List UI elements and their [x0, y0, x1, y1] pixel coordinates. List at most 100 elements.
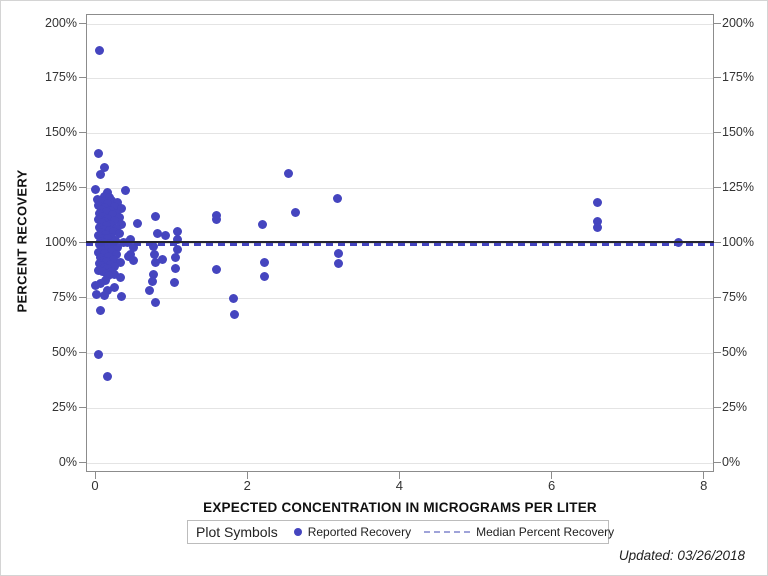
data-point[interactable] — [98, 211, 108, 221]
legend-title: Plot Symbols — [196, 524, 278, 540]
data-point[interactable] — [149, 269, 159, 279]
data-point[interactable] — [94, 349, 104, 359]
y-gridline — [87, 23, 713, 25]
data-point[interactable] — [169, 278, 179, 288]
data-point[interactable] — [260, 257, 270, 267]
data-point[interactable] — [101, 207, 111, 217]
y-tick-label-left: 150% — [45, 125, 77, 140]
data-point[interactable] — [592, 222, 602, 232]
data-point[interactable] — [260, 271, 270, 281]
data-point[interactable] — [109, 282, 119, 292]
data-point[interactable] — [133, 219, 143, 229]
data-point[interactable] — [117, 204, 127, 214]
data-point[interactable] — [101, 276, 111, 286]
data-point[interactable] — [151, 298, 161, 308]
y-tick-right — [714, 22, 721, 24]
data-point[interactable] — [98, 197, 108, 207]
y-tick-label-right: 25% — [722, 399, 748, 414]
data-point[interactable] — [128, 255, 138, 265]
data-point[interactable] — [148, 276, 158, 286]
data-point[interactable] — [283, 169, 293, 179]
data-point[interactable] — [92, 194, 102, 204]
data-point[interactable] — [212, 210, 222, 220]
legend: Plot Symbols Reported Recovery Median Pe… — [187, 520, 614, 544]
data-point[interactable] — [95, 45, 105, 55]
data-point[interactable] — [257, 220, 267, 230]
data-point[interactable] — [92, 289, 102, 299]
x-tick-label: 0 — [91, 478, 99, 493]
data-point[interactable] — [158, 254, 168, 264]
data-point[interactable] — [108, 254, 118, 264]
data-point[interactable] — [152, 228, 162, 238]
scatter-marker-icon — [293, 528, 302, 536]
data-point[interactable] — [94, 149, 104, 159]
data-point[interactable] — [91, 184, 101, 194]
data-point[interactable] — [129, 243, 139, 253]
data-point[interactable] — [171, 264, 181, 274]
data-point[interactable] — [106, 219, 116, 229]
y-tick-left — [79, 132, 86, 134]
data-point[interactable] — [111, 250, 121, 260]
data-point[interactable] — [229, 293, 238, 303]
data-point[interactable] — [109, 270, 119, 280]
median-recovery-dashed-line — [86, 243, 714, 247]
data-point[interactable] — [115, 257, 125, 267]
data-point[interactable] — [151, 258, 161, 268]
data-point[interactable] — [104, 271, 114, 281]
data-point[interactable] — [171, 253, 181, 263]
data-point[interactable] — [110, 216, 120, 226]
data-point[interactable] — [107, 246, 117, 256]
data-point[interactable] — [149, 249, 159, 259]
data-point[interactable] — [117, 220, 127, 230]
y-tick-left — [79, 406, 86, 408]
data-point[interactable] — [172, 244, 182, 254]
data-point[interactable] — [151, 212, 161, 222]
y-tick-label-left: 0% — [58, 454, 77, 469]
data-point[interactable] — [111, 235, 121, 245]
data-point[interactable] — [108, 210, 117, 220]
data-point[interactable] — [114, 229, 124, 239]
data-point[interactable] — [104, 252, 114, 262]
data-point[interactable] — [126, 234, 136, 244]
y-tick-label-right: 200% — [722, 15, 754, 30]
data-point[interactable] — [108, 227, 118, 237]
data-point[interactable] — [95, 306, 105, 316]
data-point[interactable] — [160, 230, 170, 240]
data-point[interactable] — [95, 169, 105, 179]
data-point[interactable] — [100, 291, 110, 301]
data-point[interactable] — [290, 208, 300, 218]
data-point[interactable] — [110, 262, 120, 272]
data-point[interactable] — [114, 212, 124, 222]
data-point[interactable] — [102, 285, 112, 295]
data-point[interactable] — [94, 247, 104, 257]
data-point[interactable] — [102, 371, 112, 381]
data-point[interactable] — [123, 252, 133, 262]
x-tick — [551, 472, 553, 479]
data-point[interactable] — [145, 285, 155, 295]
data-point[interactable] — [109, 202, 119, 211]
data-point[interactable] — [107, 196, 117, 206]
y-gridline — [87, 133, 713, 135]
data-point[interactable] — [99, 163, 109, 173]
data-point[interactable] — [592, 217, 602, 227]
data-point[interactable] — [212, 215, 222, 225]
reference-line-100pct — [86, 241, 714, 243]
data-point[interactable] — [212, 264, 222, 274]
data-point[interactable] — [95, 278, 105, 288]
data-point[interactable] — [91, 281, 101, 291]
x-tick — [703, 472, 705, 479]
data-point[interactable] — [172, 226, 182, 236]
x-tick-label: 8 — [700, 478, 708, 493]
data-point[interactable] — [115, 273, 125, 283]
data-point[interactable] — [172, 234, 182, 244]
data-point[interactable] — [117, 291, 127, 301]
data-point[interactable] — [229, 309, 239, 319]
data-point[interactable] — [113, 243, 123, 253]
data-point[interactable] — [100, 191, 110, 201]
data-point[interactable] — [592, 198, 602, 208]
data-point[interactable] — [334, 249, 344, 259]
data-point[interactable] — [333, 194, 343, 204]
data-point[interactable] — [334, 259, 344, 269]
data-point[interactable] — [120, 185, 130, 195]
y-tick-label-left: 75% — [51, 289, 77, 304]
